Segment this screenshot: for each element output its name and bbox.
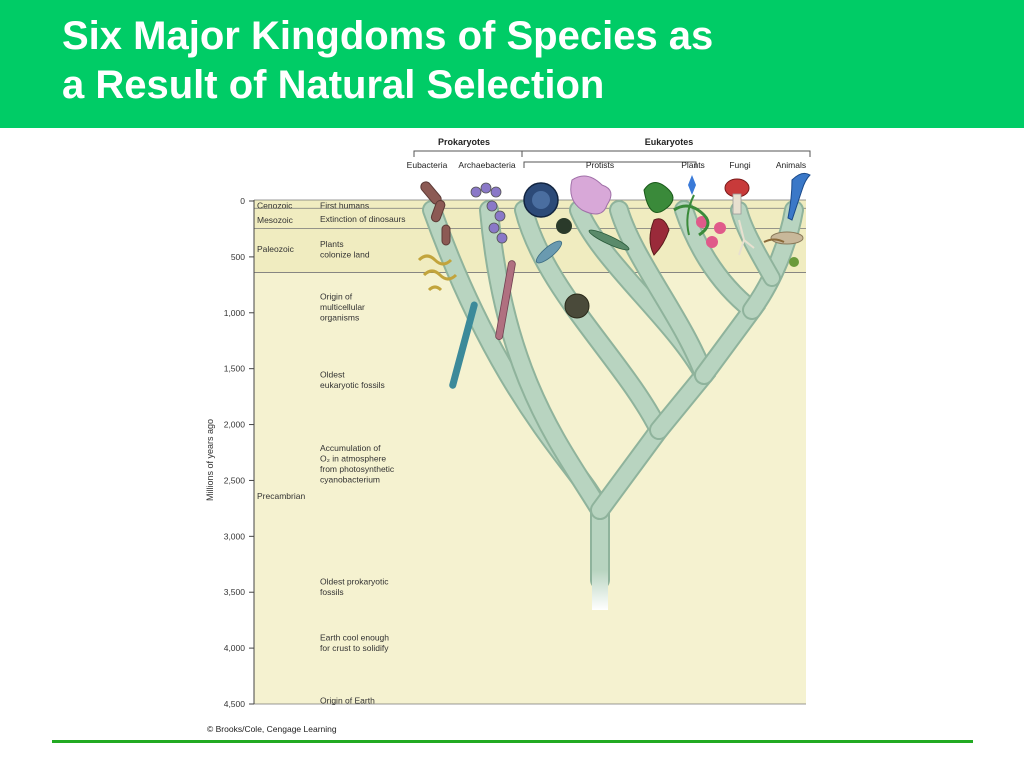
- phylogeny-diagram: Prokaryotes Eukaryotes Eubacteria Archaeb…: [205, 137, 811, 734]
- event-label-7: Oldest prokaryotic fossils: [320, 576, 389, 597]
- eubacteria-illustration: [417, 181, 478, 389]
- kingdom-label-archaebacteria: Archaebacteria: [458, 160, 515, 170]
- tick-label-4000: 4,000: [224, 643, 246, 653]
- prokaryotes-label: Prokaryotes: [438, 137, 490, 147]
- fungi-illustration: [724, 178, 755, 256]
- event-label-9: Origin of Earth: [320, 696, 375, 706]
- tick-label-4500: 4,500: [224, 699, 246, 709]
- kingdom-label-plants: Plants: [681, 160, 705, 170]
- tick-label-2000: 2,000: [224, 420, 246, 430]
- slide-title-line-2: a Result of Natural Selection: [62, 63, 605, 107]
- tick-label-2500: 2,500: [224, 475, 246, 485]
- kingdom-label-animals: Animals: [776, 160, 806, 170]
- branch-fungi: [732, 203, 779, 285]
- time-axis-label: Millions of years ago: [205, 419, 215, 501]
- protists-illustration: [523, 175, 674, 319]
- tick-label-3000: 3,000: [224, 531, 246, 541]
- event-label-4: Origin of multicellular organisms: [320, 292, 365, 323]
- footer-rule: [52, 740, 973, 743]
- event-label-2: Extinction of dinosaurs: [320, 214, 406, 224]
- event-label-8: Earth cool enough for crust to solidify: [320, 632, 389, 653]
- tick-label-1000: 1,000: [224, 308, 246, 318]
- branch-archaebacteria: [481, 202, 608, 518]
- event-label-1: First humans: [320, 200, 369, 210]
- era-label-paleozoic: Paleozoic: [257, 244, 295, 254]
- eukaryotes-label: Eukaryotes: [645, 137, 694, 147]
- protists-bracket: [523, 161, 697, 168]
- archaebacteria-illustration: [470, 182, 516, 340]
- slide-title-line-1: Six Major Kingdoms of Species as: [62, 14, 714, 58]
- tick-label-3500: 3,500: [224, 587, 246, 597]
- kingdom-label-eubacteria: Eubacteria: [407, 160, 448, 170]
- animals-illustration: [763, 172, 811, 267]
- kingdom-labels: Eubacteria Archaebacteria Protists Plants Fu…: [407, 160, 806, 170]
- tick-label-0: 0: [240, 196, 245, 206]
- kingdom-label-fungi: Fungi: [729, 160, 750, 170]
- event-label-5: Oldest eukaryotic fossils: [320, 370, 385, 391]
- era-label-precambrian: Precambrian: [257, 491, 305, 501]
- prokaryotes-bracket: [413, 150, 523, 157]
- time-axis-ticks: 0 500 1,000 1,500 2,000 2,500 3,000 3,500 4,000 4…: [224, 196, 254, 709]
- figure-credit: © Brooks/Cole, Cengage Learning: [207, 724, 337, 734]
- slide-title: Six Major Kingdoms of Species as a Resul…: [62, 12, 713, 110]
- tick-label-500: 500: [231, 252, 245, 262]
- event-label-3: Plants colonize land: [320, 239, 370, 260]
- era-label-mesozoic: Mesozoic: [257, 215, 294, 225]
- era-labels: Cenozoic Mesozoic Paleozoic Precambrian: [257, 200, 305, 501]
- branch-protist-3: [611, 202, 712, 383]
- phylogeny-figure: Prokaryotes Eukaryotes Eubacteria Archaeb…: [204, 130, 820, 738]
- precambrian-panel: [254, 272, 806, 704]
- tree-trunk-fade: [592, 570, 608, 610]
- title-banner: Six Major Kingdoms of Species as a Resul…: [0, 0, 1024, 128]
- phylogenetic-tree: [422, 200, 804, 590]
- eukaryotes-bracket: [521, 150, 811, 157]
- plants-illustration: [673, 175, 726, 248]
- event-label-6: Accumulation of O₂ in atmosphere from phot…: [320, 443, 395, 485]
- era-label-cenozoic: Cenozoic: [257, 200, 293, 210]
- tick-label-1500: 1,500: [224, 364, 246, 374]
- branch-protist-1: [516, 202, 669, 518]
- kingdom-label-protists: Protists: [586, 160, 614, 170]
- event-labels: First humans Extinction of dinosaurs Plant…: [320, 200, 406, 705]
